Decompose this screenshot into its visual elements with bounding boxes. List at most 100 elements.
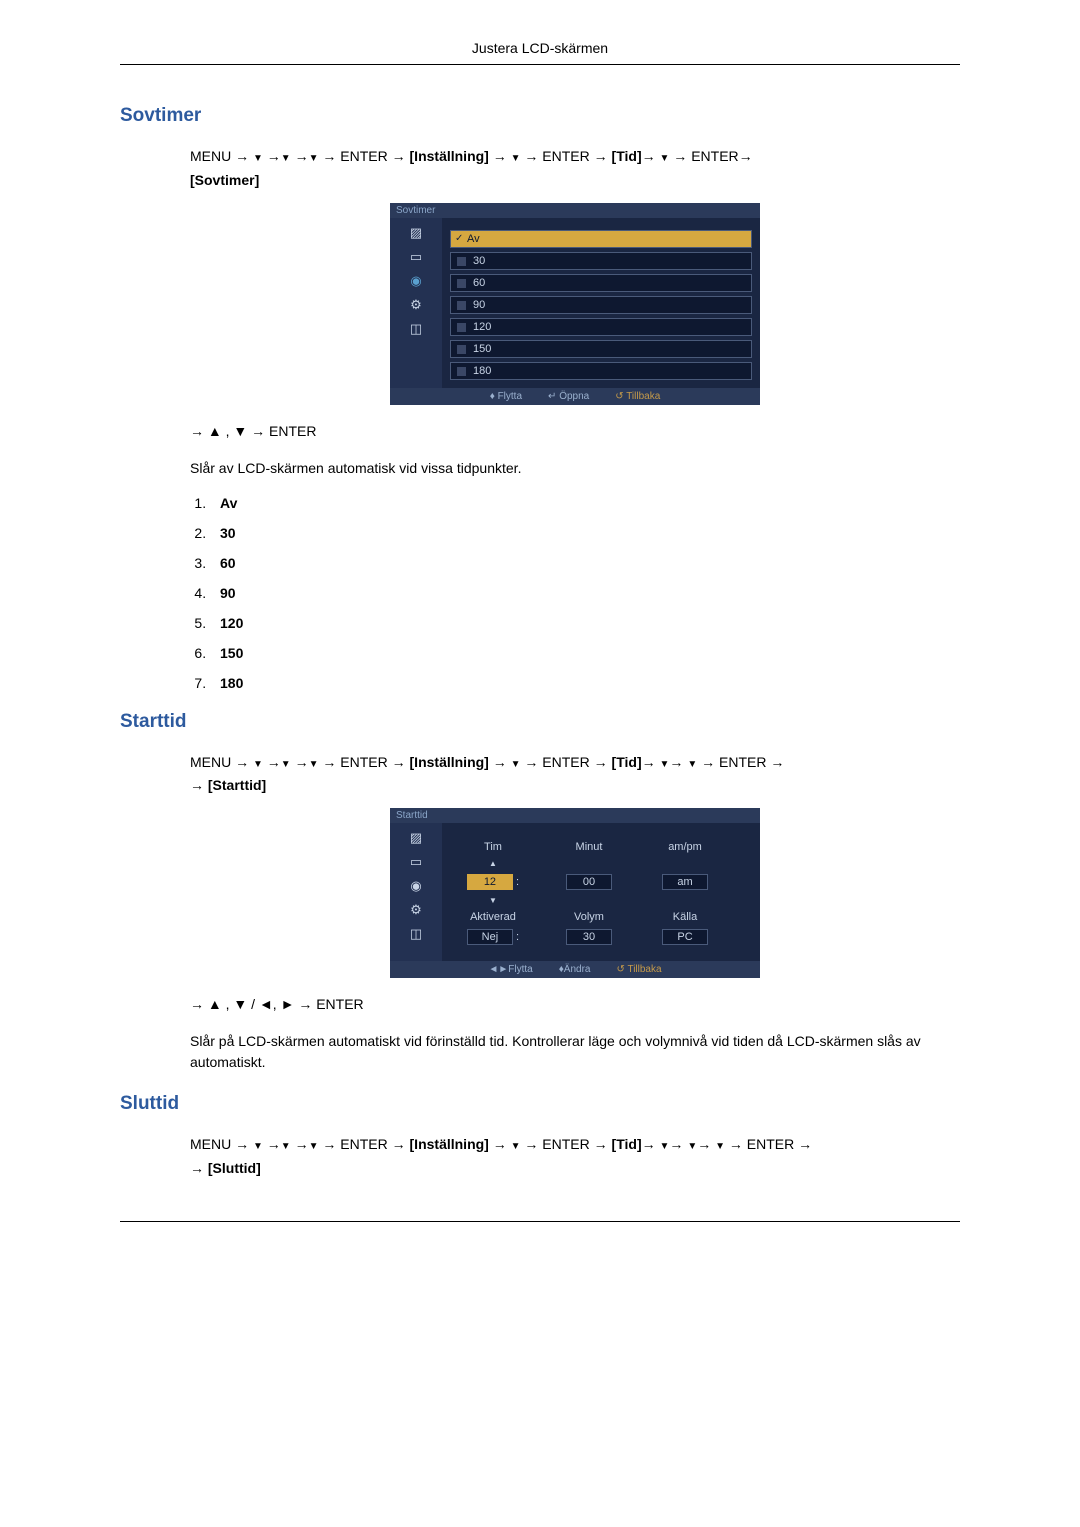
sluttid-menu-path: MENU → ▼ →▼ →▼ → ENTER → [Inställning] →… — [190, 1133, 960, 1181]
nav-text: → — [642, 148, 660, 164]
sovtimer-option-list: Av 30 60 90 120 150 180 — [210, 495, 960, 691]
osd-title: Starttid — [390, 808, 760, 823]
down-triangle-icon: ▼ — [511, 759, 521, 770]
list-item: 180 — [210, 675, 960, 691]
nav-text: → ENTER → — [697, 754, 784, 770]
up-triangle-icon: ▲ — [454, 859, 532, 868]
down-triangle-icon: ▼ — [309, 153, 319, 164]
nav-tid: [Tid] — [612, 1136, 642, 1152]
label-minut: Minut — [550, 841, 628, 853]
down-triangle-icon: ▼ — [309, 1141, 319, 1152]
nav-starttid: [Starttid] — [208, 777, 266, 793]
setup-gear-icon: ⚙ — [407, 901, 425, 919]
osd-option-120[interactable]: 120 — [450, 318, 752, 336]
nav-text: → ENTER → — [521, 1136, 612, 1152]
screen-icon: ▭ — [407, 248, 425, 266]
picture-icon: ▨ — [407, 224, 425, 242]
nav-text: MENU → — [190, 148, 253, 164]
osd-footer: ◄►Flytta ♦Ändra ↺ Tillbaka — [390, 961, 760, 978]
nav-tid: [Tid] — [612, 148, 642, 164]
footer-move: ◄►Flytta — [488, 964, 532, 975]
down-triangle-icon: ▼ — [309, 759, 319, 770]
label-aktiverad: Aktiverad — [454, 911, 532, 923]
nav-installning: [Inställning] — [410, 148, 489, 164]
osd-option-90[interactable]: 90 — [450, 296, 752, 314]
setup-gear-icon: ⚙ — [407, 296, 425, 314]
starttid-description: Slår på LCD-skärmen automatiskt vid föri… — [190, 1031, 960, 1073]
list-item: 90 — [210, 585, 960, 601]
nav-text: → — [489, 148, 511, 164]
osd-sidebar: ▨ ▭ ◉ ⚙ ◫ — [390, 823, 442, 961]
label-kalla: Källa — [646, 911, 724, 923]
label-ampm: am/pm — [646, 841, 724, 853]
down-triangle-icon: ▼ — [511, 153, 521, 164]
nav-tid: [Tid] — [612, 754, 642, 770]
nav-text: → — [642, 754, 660, 770]
osd-title: Sovtimer — [390, 203, 760, 218]
starttid-osd-menu: Starttid ▨ ▭ ◉ ⚙ ◫ Tim Minut am/pm ▲ 12 … — [390, 808, 760, 978]
nav-text: → ENTER → — [521, 754, 612, 770]
picture-icon: ▨ — [407, 829, 425, 847]
down-triangle-icon: ▼ — [660, 759, 670, 770]
label-volym: Volym — [550, 911, 628, 923]
down-triangle-icon: ▼ — [660, 153, 670, 164]
multi-icon: ◫ — [407, 320, 425, 338]
nav-text: → ENTER → — [725, 1136, 812, 1152]
down-triangle-icon: ▼ — [253, 1141, 263, 1152]
down-triangle-icon: ▼ — [253, 153, 263, 164]
list-item: 120 — [210, 615, 960, 631]
list-item: Av — [210, 495, 960, 511]
multi-icon: ◫ — [407, 925, 425, 943]
section-heading-sluttid: Sluttid — [120, 1093, 960, 1115]
osd-footer: ♦ Flytta ↵ Öppna ↺ Tillbaka — [390, 388, 760, 405]
page-footer-divider — [120, 1221, 960, 1222]
label-tim: Tim — [454, 841, 532, 853]
starttid-nav2: → ▲ , ▼ / ◄, ► → ENTER — [190, 994, 960, 1015]
nav-text: → — [489, 1136, 511, 1152]
down-triangle-icon: ▼ — [511, 1141, 521, 1152]
value-aktiverad[interactable]: Nej — [467, 929, 513, 945]
osd-option-30[interactable]: 30 — [450, 252, 752, 270]
value-volym[interactable]: 30 — [566, 929, 612, 945]
footer-change: ♦Ändra — [559, 964, 591, 975]
sovtimer-description: Slår av LCD-skärmen automatisk vid vissa… — [190, 458, 960, 479]
value-ampm[interactable]: am — [662, 874, 708, 890]
down-triangle-icon: ▼ — [687, 1141, 697, 1152]
osd-settings-grid: Tim Minut am/pm ▲ 12 : 00 am ▼ Aktiverad… — [442, 823, 760, 961]
footer-open: ↵ Öppna — [548, 391, 589, 402]
nav-text: → ENTER → — [319, 148, 410, 164]
nav-sluttid: [Sluttid] — [208, 1160, 261, 1176]
sovtimer-osd-menu: Sovtimer ▨ ▭ ◉ ⚙ ◫ Av 30 60 90 120 150 1… — [390, 203, 760, 405]
down-triangle-icon: ▼ — [660, 1141, 670, 1152]
down-triangle-icon: ▼ — [687, 759, 697, 770]
screen-icon: ▭ — [407, 853, 425, 871]
sovtimer-menu-path: MENU → ▼ →▼ →▼ → ENTER → [Inställning] →… — [190, 145, 960, 193]
list-item: 150 — [210, 645, 960, 661]
value-tim[interactable]: 12 — [467, 874, 513, 890]
osd-option-list: Av 30 60 90 120 150 180 — [442, 218, 760, 388]
osd-option-av[interactable]: Av — [450, 230, 752, 248]
osd-option-180[interactable]: 180 — [450, 362, 752, 380]
value-minut[interactable]: 00 — [566, 874, 612, 890]
list-item: 60 — [210, 555, 960, 571]
section-heading-starttid: Starttid — [120, 711, 960, 733]
nav-text: → — [489, 754, 511, 770]
nav-text: → — [642, 1136, 660, 1152]
list-item: 30 — [210, 525, 960, 541]
down-triangle-icon: ▼ — [715, 1141, 725, 1152]
value-kalla[interactable]: PC — [662, 929, 708, 945]
footer-move: ♦ Flytta — [490, 391, 522, 402]
sound-icon: ◉ — [407, 877, 425, 895]
down-triangle-icon: ▼ — [454, 896, 532, 905]
nav-text: → ENTER → — [521, 148, 612, 164]
osd-option-150[interactable]: 150 — [450, 340, 752, 358]
down-triangle-icon: ▼ — [281, 1141, 291, 1152]
nav-installning: [Inställning] — [410, 1136, 489, 1152]
nav-installning: [Inställning] — [410, 754, 489, 770]
section-heading-sovtimer: Sovtimer — [120, 105, 960, 127]
sovtimer-nav2: → ▲ , ▼ → ENTER — [190, 421, 960, 442]
nav-text: → ENTER → — [319, 1136, 410, 1152]
nav-sovtimer: [Sovtimer] — [190, 172, 259, 188]
down-triangle-icon: ▼ — [253, 759, 263, 770]
osd-option-60[interactable]: 60 — [450, 274, 752, 292]
